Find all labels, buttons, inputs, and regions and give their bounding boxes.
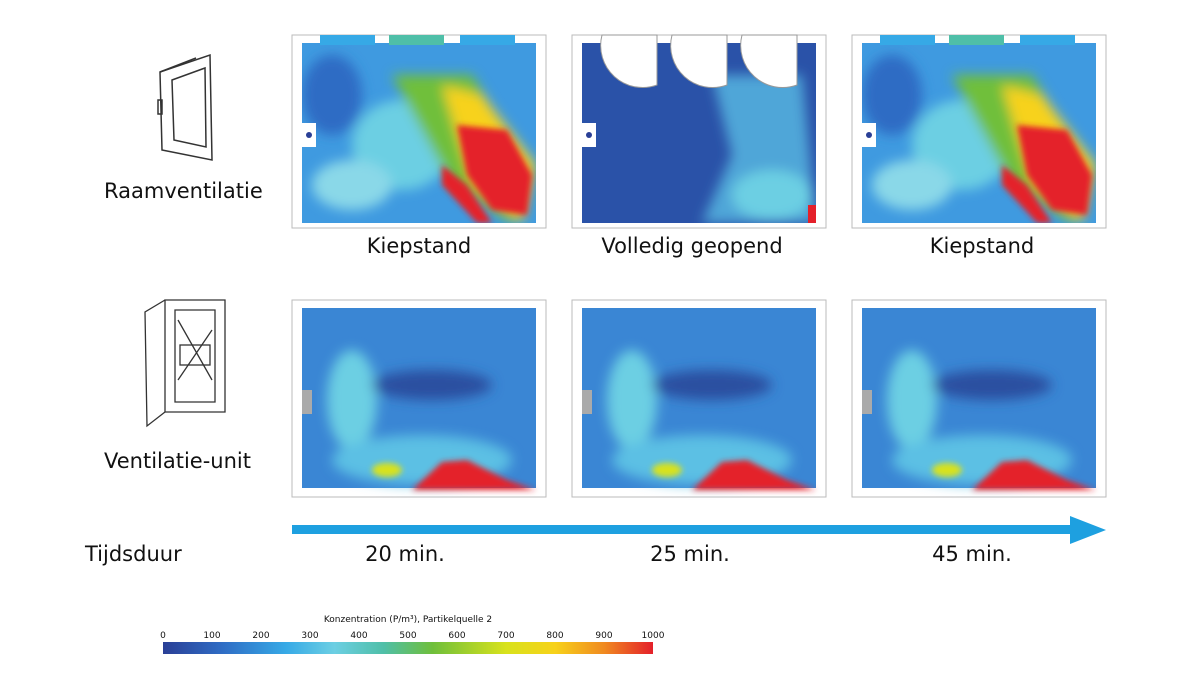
legend-title: Konzentration (P/m³), Partikelquelle 2 [324, 615, 492, 625]
simulation-image [572, 300, 826, 497]
caption: Volledig geopend [601, 234, 782, 258]
legend-tick-label: 900 [595, 631, 612, 641]
row-label: Ventilatie-unit [104, 449, 251, 473]
simulation-image [852, 35, 1106, 228]
legend-tick-label: 800 [546, 631, 563, 641]
row-label: Raamventilatie [104, 179, 263, 203]
time-label: 20 min. [365, 542, 445, 566]
legend-tick-label: 700 [497, 631, 514, 641]
legend-tick-label: 300 [301, 631, 318, 641]
legend-tick-label: 0 [160, 631, 166, 641]
legend-tick-label: 500 [399, 631, 416, 641]
legend-tick-label: 600 [448, 631, 465, 641]
simulation-image [292, 300, 546, 497]
timeline-label: Tijdsduur [84, 542, 182, 566]
time-arrow [292, 516, 1106, 544]
simulation-image [852, 300, 1106, 497]
simulation-image [292, 35, 546, 228]
colorbar [163, 642, 653, 654]
caption: Kiepstand [930, 234, 1035, 258]
time-label: 45 min. [932, 542, 1012, 566]
simulation-image [572, 35, 826, 228]
legend-tick-label: 400 [350, 631, 367, 641]
legend-tick-label: 1000 [642, 631, 665, 641]
legend-tick-label: 200 [252, 631, 269, 641]
time-label: 25 min. [650, 542, 730, 566]
caption: Kiepstand [367, 234, 472, 258]
legend-ticks: 0 100 200 300 400 500 600 700 800 900 1000 [160, 631, 665, 641]
legend-tick-label: 100 [203, 631, 220, 641]
ventilation-unit-icon [144, 299, 226, 428]
window-icon [157, 53, 213, 161]
